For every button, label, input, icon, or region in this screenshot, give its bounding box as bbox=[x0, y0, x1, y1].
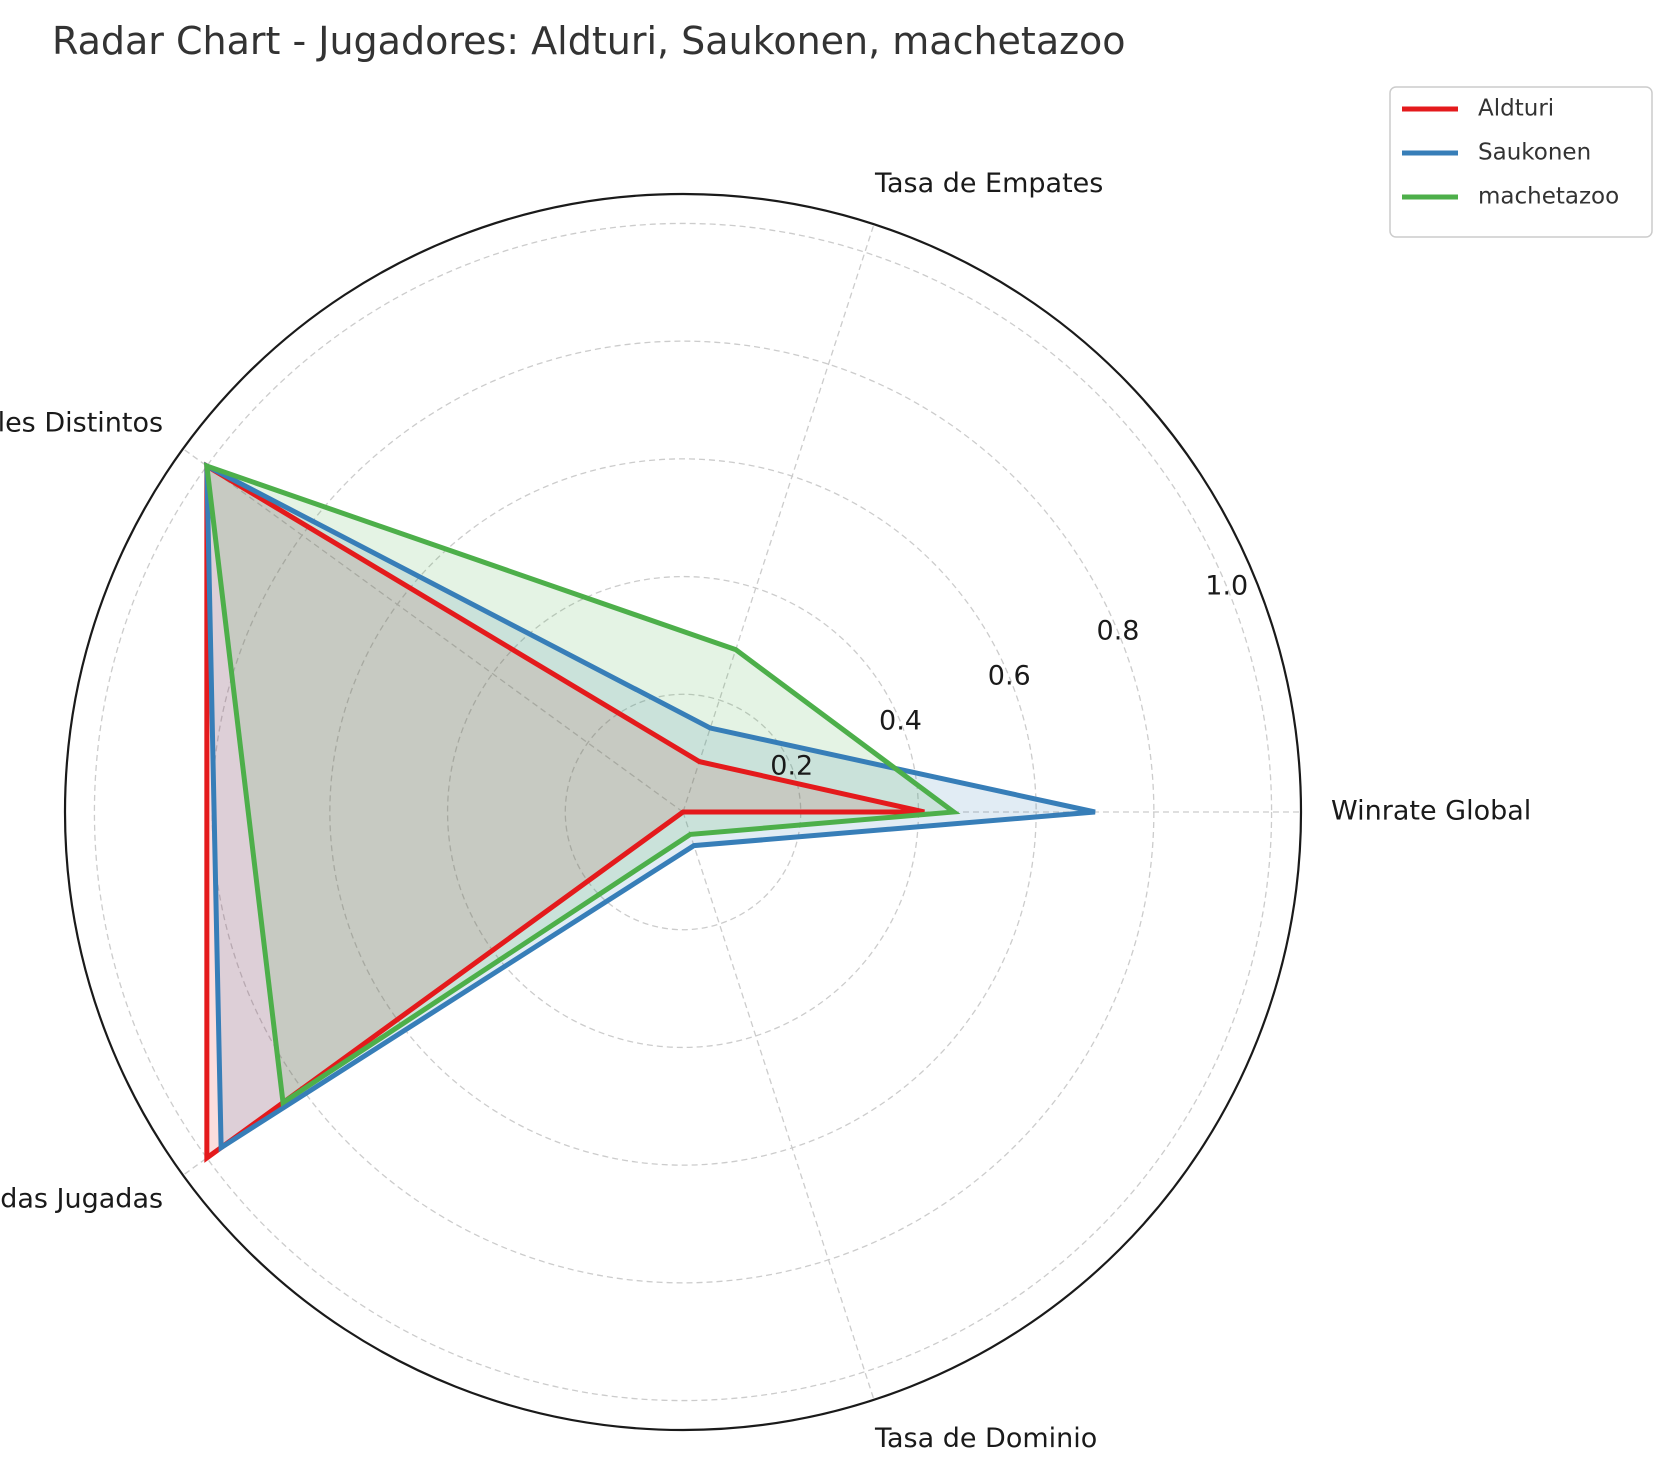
outer-ring-layer bbox=[63, 192, 1303, 1432]
grid-circle-5 bbox=[93, 222, 1273, 1402]
series-area-aldturi bbox=[206, 466, 925, 1158]
series-area-saukonen bbox=[206, 466, 1096, 1148]
radial-tick-label-3: 0.6 bbox=[988, 660, 1031, 691]
radial-tick-label-2: 0.4 bbox=[879, 705, 922, 736]
axis-label-winrate-global: Winrate Global bbox=[1331, 796, 1531, 827]
axis-label-layer: Winrate Global Tasa de Empates Rivales Dis… bbox=[0, 168, 1531, 1454]
axis-label-tasa-de-empates: Tasa de Empates bbox=[874, 168, 1103, 199]
legend-label-saukonen: Saukonen bbox=[1478, 140, 1591, 166]
legend-label-machetazoo: machetazoo bbox=[1478, 184, 1619, 210]
axis-label-partidas-jugadas: Partidas Jugadas bbox=[0, 1183, 163, 1214]
radial-tick-label-4: 0.8 bbox=[1097, 615, 1140, 646]
radial-tick-label-1: 0.2 bbox=[770, 750, 813, 781]
series-line-aldturi bbox=[204, 461, 925, 1163]
series-area-machetazoo bbox=[206, 466, 954, 1103]
outer-ring bbox=[63, 192, 1303, 1432]
axis-label-rivales-distintos: Rivales Distintos bbox=[0, 408, 163, 439]
series-line-saukonen bbox=[204, 461, 1096, 1153]
chart-title: Radar Chart - Jugadores: Aldturi, Saukon… bbox=[52, 19, 1126, 63]
legend: Aldturi Saukonen machetazoo bbox=[1389, 86, 1653, 238]
spoke-line-3 bbox=[182, 448, 684, 813]
legend-label-aldturi: Aldturi bbox=[1478, 96, 1554, 122]
series-line-machetazoo bbox=[203, 462, 961, 1107]
series-fill-layer bbox=[206, 466, 1096, 1158]
radial-tick-label-5: 1.0 bbox=[1205, 570, 1248, 601]
spoke-line-5 bbox=[682, 811, 875, 1400]
spoke-line-2 bbox=[682, 224, 875, 813]
axis-label-tasa-de-dominio: Tasa de Dominio bbox=[874, 1423, 1097, 1454]
series-line-layer bbox=[203, 461, 1096, 1163]
